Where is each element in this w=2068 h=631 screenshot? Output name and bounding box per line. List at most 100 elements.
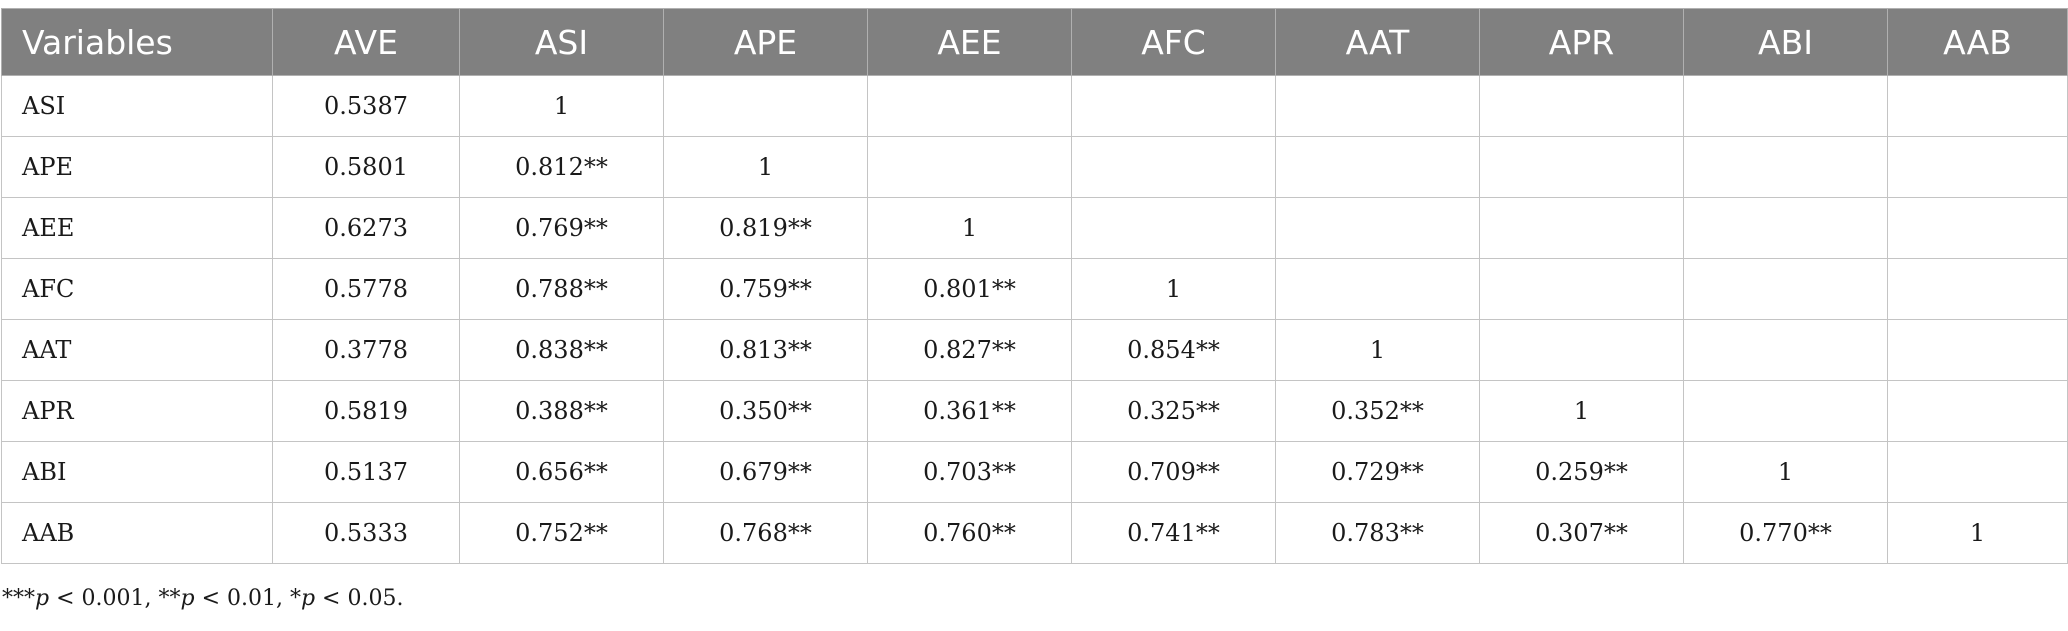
table-cell: 0.838** bbox=[459, 319, 664, 381]
table-cell: 0.361** bbox=[867, 380, 1072, 442]
row-label: ASI bbox=[1, 75, 273, 137]
table-row: AFC 0.5778 0.788** 0.759** 0.801** 1 bbox=[1, 258, 2068, 320]
table-cell bbox=[1887, 258, 2068, 320]
table-cell: 0.5801 bbox=[272, 136, 460, 198]
table-cell: 0.6273 bbox=[272, 197, 460, 259]
table-cell: 0.741** bbox=[1071, 502, 1276, 564]
column-header-aab: AAB bbox=[1887, 8, 2068, 76]
table-cell bbox=[1887, 75, 2068, 137]
table-cell: 0.709** bbox=[1071, 441, 1276, 503]
table-cell bbox=[1887, 319, 2068, 381]
table-cell: 0.801** bbox=[867, 258, 1072, 320]
column-header-abi: ABI bbox=[1683, 8, 1888, 76]
table-cell: 0.783** bbox=[1275, 502, 1480, 564]
table-cell: 0.760** bbox=[867, 502, 1072, 564]
row-label: AAT bbox=[1, 319, 273, 381]
footnote-stars-1: * bbox=[289, 586, 301, 611]
correlation-table: Variables AVE ASI APE AEE AFC AAT APR ABI AAB ASI… bbox=[1, 8, 2068, 564]
table-cell: 0.5387 bbox=[272, 75, 460, 137]
table-cell bbox=[1275, 75, 1480, 137]
column-header-variables: Variables bbox=[1, 8, 273, 76]
table-cell bbox=[1887, 136, 2068, 198]
table-row: APR 0.5819 0.388** 0.350** 0.361** 0.325** 0.3… bbox=[1, 380, 2068, 442]
table-cell: 0.769** bbox=[459, 197, 664, 259]
column-header-asi: ASI bbox=[459, 8, 664, 76]
footnote-stars-2: ** bbox=[158, 586, 181, 611]
table-cell bbox=[1683, 258, 1888, 320]
table-cell: 0.812** bbox=[459, 136, 664, 198]
table-row: AAT 0.3778 0.838** 0.813** 0.827** 0.854** 1 bbox=[1, 319, 2068, 381]
table-cell: 0.5778 bbox=[272, 258, 460, 320]
table-cell: 1 bbox=[1683, 441, 1888, 503]
table-cell: 1 bbox=[867, 197, 1072, 259]
table-cell: 1 bbox=[663, 136, 868, 198]
table-cell bbox=[867, 75, 1072, 137]
footnote: ***p < 0.001, **p < 0.01, *p < 0.05. bbox=[2, 586, 403, 611]
footnote-p-3: p bbox=[300, 586, 316, 611]
table-cell: 0.5819 bbox=[272, 380, 460, 442]
table-cell bbox=[1275, 136, 1480, 198]
table-cell: 0.307** bbox=[1479, 502, 1684, 564]
table-cell bbox=[1275, 197, 1480, 259]
table-row: AEE 0.6273 0.769** 0.819** 1 bbox=[1, 197, 2068, 259]
table-cell: 0.325** bbox=[1071, 380, 1276, 442]
table-cell bbox=[1479, 136, 1684, 198]
footnote-p-1: p bbox=[35, 586, 50, 611]
table-cell: 1 bbox=[459, 75, 664, 137]
row-label: ABI bbox=[1, 441, 273, 503]
table-row: APE 0.5801 0.812** 1 bbox=[1, 136, 2068, 198]
header-row: Variables AVE ASI APE AEE AFC AAT APR ABI AAB bbox=[1, 8, 2068, 76]
table-cell: 0.770** bbox=[1683, 502, 1888, 564]
row-label: AAB bbox=[1, 502, 273, 564]
table-cell: 1 bbox=[1275, 319, 1480, 381]
column-header-apr: APR bbox=[1479, 8, 1684, 76]
table-cell: 0.752** bbox=[459, 502, 664, 564]
table-cell: 0.259** bbox=[1479, 441, 1684, 503]
column-header-aee: AEE bbox=[867, 8, 1072, 76]
table-cell bbox=[1071, 136, 1276, 198]
table-cell: 0.350** bbox=[663, 380, 868, 442]
table-cell: 0.656** bbox=[459, 441, 664, 503]
table-cell: 0.819** bbox=[663, 197, 868, 259]
table-row: ASI 0.5387 1 bbox=[1, 75, 2068, 137]
table-cell bbox=[1683, 197, 1888, 259]
footnote-stars-3: *** bbox=[2, 586, 35, 611]
column-header-aat: AAT bbox=[1275, 8, 1480, 76]
table-row: AAB 0.5333 0.752** 0.768** 0.760** 0.741** 0.7… bbox=[1, 502, 2068, 564]
table-cell bbox=[1071, 197, 1276, 259]
footnote-text-2: < 0.01, bbox=[194, 586, 290, 611]
table-cell: 1 bbox=[1071, 258, 1276, 320]
footnote-text-3: < 0.05. bbox=[315, 586, 404, 611]
table-row: ABI 0.5137 0.656** 0.679** 0.703** 0.709** 0.7… bbox=[1, 441, 2068, 503]
table-cell bbox=[1887, 441, 2068, 503]
table-cell bbox=[1683, 75, 1888, 137]
table-cell bbox=[1479, 75, 1684, 137]
table-cell bbox=[867, 136, 1072, 198]
row-label: AFC bbox=[1, 258, 273, 320]
table-cell: 1 bbox=[1887, 502, 2068, 564]
table-cell: 0.759** bbox=[663, 258, 868, 320]
table-cell: 0.813** bbox=[663, 319, 868, 381]
table-cell: 1 bbox=[1479, 380, 1684, 442]
table-cell: 0.679** bbox=[663, 441, 868, 503]
footnote-p-2: p bbox=[180, 586, 195, 611]
column-header-afc: AFC bbox=[1071, 8, 1276, 76]
table-cell: 0.3778 bbox=[272, 319, 460, 381]
table-cell: 0.788** bbox=[459, 258, 664, 320]
table-cell: 0.5137 bbox=[272, 441, 460, 503]
table-cell: 0.729** bbox=[1275, 441, 1480, 503]
table-cell bbox=[1683, 380, 1888, 442]
table-cell bbox=[1479, 197, 1684, 259]
table-cell: 0.352** bbox=[1275, 380, 1480, 442]
row-label: AEE bbox=[1, 197, 273, 259]
table-cell bbox=[1479, 319, 1684, 381]
row-label: APR bbox=[1, 380, 273, 442]
table-cell bbox=[1275, 258, 1480, 320]
table-cell: 0.388** bbox=[459, 380, 664, 442]
column-header-ave: AVE bbox=[272, 8, 460, 76]
table-cell: 0.827** bbox=[867, 319, 1072, 381]
table-cell: 0.854** bbox=[1071, 319, 1276, 381]
table-cell: 0.768** bbox=[663, 502, 868, 564]
table-container: Variables AVE ASI APE AEE AFC AAT APR ABI AAB ASI… bbox=[0, 8, 2068, 564]
table-cell bbox=[663, 75, 868, 137]
